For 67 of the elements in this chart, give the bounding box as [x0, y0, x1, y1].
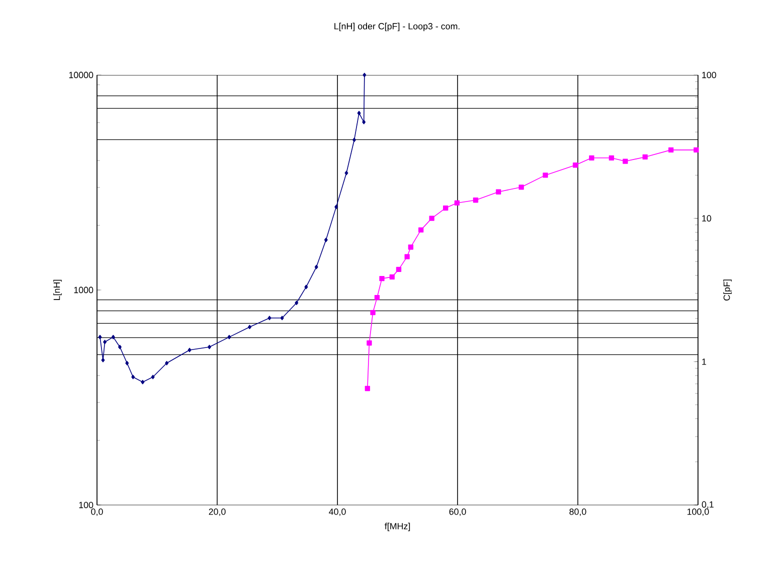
point [364, 386, 370, 392]
point [103, 340, 107, 344]
point [98, 334, 102, 340]
point [572, 162, 578, 168]
point [642, 154, 648, 160]
x-tick-label: 80,0 [569, 508, 586, 516]
point [357, 110, 361, 116]
point [496, 189, 502, 194]
point [248, 324, 252, 330]
point [344, 170, 348, 176]
point [188, 348, 192, 352]
point [131, 374, 135, 380]
point [125, 360, 129, 366]
x-tick-label: 60,0 [449, 508, 466, 516]
point [324, 238, 328, 242]
point [304, 284, 308, 290]
x-tick-label: 100,0 [687, 508, 709, 516]
y-tick-label: 0,1 [702, 501, 714, 509]
x-tick-label: 20,0 [208, 508, 226, 516]
point [694, 147, 699, 153]
y-tick-label: 10 [702, 215, 712, 222]
y-axis-title: C[pF] [723, 280, 732, 301]
point [164, 360, 168, 366]
x-axis-title: f[MHz] [384, 522, 410, 532]
point [294, 300, 298, 306]
y-tick-label: 10000 [69, 72, 94, 78]
point [280, 316, 284, 320]
point [227, 334, 231, 340]
point [118, 344, 122, 350]
point [542, 172, 548, 178]
point [404, 254, 410, 260]
point [268, 316, 272, 320]
point [101, 358, 105, 362]
point [608, 155, 614, 160]
point [418, 227, 424, 233]
point [374, 294, 380, 300]
point [111, 334, 115, 340]
point [151, 374, 155, 380]
point [370, 310, 376, 316]
point [454, 200, 460, 206]
chart-title: L[nH] oder C[pF] - Loop3 - com. [334, 22, 460, 32]
point [314, 264, 318, 270]
point [473, 198, 478, 203]
point [379, 276, 384, 282]
y-tick-label: 1 [702, 358, 706, 365]
x-tick-label: 40,0 [328, 508, 346, 516]
y-tick-label: 100 [702, 72, 716, 78]
x-tick-label: 0,0 [91, 508, 103, 516]
point [443, 205, 448, 211]
point [396, 266, 402, 272]
y-tick-label: 100 [79, 502, 94, 508]
point [362, 72, 366, 78]
point [208, 344, 212, 350]
point [362, 120, 366, 124]
point [429, 216, 434, 221]
point [589, 155, 594, 160]
y-tick-label: 1000 [74, 286, 94, 294]
point [366, 340, 372, 346]
point [334, 204, 338, 210]
y-axis-title: L[nH] [53, 280, 62, 300]
point [390, 274, 395, 280]
point [408, 244, 414, 250]
point [668, 147, 674, 153]
point [622, 158, 628, 164]
point [352, 138, 356, 142]
point [518, 184, 524, 190]
point [140, 380, 144, 384]
